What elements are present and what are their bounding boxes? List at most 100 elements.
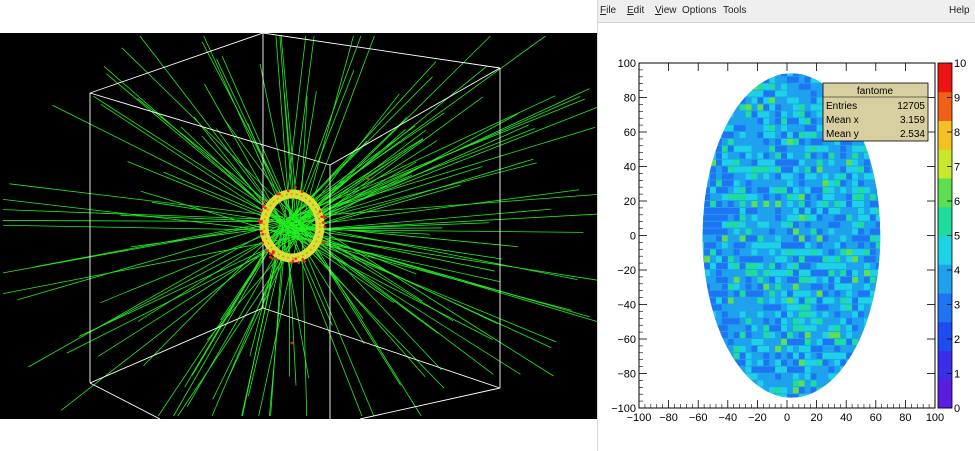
heatmap-cell bbox=[686, 394, 692, 400]
heatmap-cell bbox=[911, 160, 917, 166]
heatmap-cell bbox=[911, 387, 917, 393]
heatmap-cell bbox=[651, 353, 657, 359]
heatmap-cell bbox=[787, 318, 793, 325]
heatmap-cell bbox=[675, 104, 681, 110]
heatmap-cell bbox=[923, 284, 929, 290]
heatmap-cell bbox=[775, 256, 782, 263]
heatmap-cell bbox=[657, 229, 663, 235]
event-display-3d-viewer[interactable] bbox=[0, 33, 603, 419]
heatmap-cell bbox=[816, 339, 823, 345]
frame-edge bbox=[262, 307, 501, 389]
heatmap-cell bbox=[763, 318, 770, 325]
heatmap-cell bbox=[775, 387, 782, 394]
heatmap-cell bbox=[645, 394, 651, 400]
heatmap-cell bbox=[686, 387, 692, 393]
y-tick-label: −40 bbox=[617, 300, 636, 312]
heatmap-cell bbox=[911, 70, 917, 76]
heatmap-cell bbox=[663, 98, 669, 104]
heatmap-cell bbox=[757, 290, 764, 297]
heatmap-cell bbox=[828, 228, 835, 235]
heatmap-cell bbox=[804, 283, 811, 290]
heatmap-cell bbox=[769, 83, 776, 90]
statistics-box[interactable]: fantome Entries 12705 Mean x 3.159 Mean … bbox=[822, 82, 929, 142]
histogram-canvas[interactable]: −100 −80 −60 −40 −20 0 20 40 60 80 100100806040200… bbox=[598, 23, 975, 451]
heatmap-cell bbox=[923, 70, 929, 76]
heatmap-cell bbox=[810, 394, 817, 398]
heatmap-cell bbox=[692, 263, 698, 269]
heatmap-cell bbox=[727, 73, 734, 76]
heatmap-cell bbox=[722, 401, 728, 407]
heatmap-cell bbox=[905, 63, 911, 69]
heatmap-cell bbox=[669, 339, 675, 345]
heatmap-cell bbox=[715, 111, 722, 118]
heatmap-cell bbox=[775, 297, 782, 304]
heatmap-cell bbox=[763, 401, 769, 407]
heatmap-cell bbox=[680, 401, 686, 407]
heatmap-cell bbox=[686, 173, 692, 179]
heatmap-cell bbox=[675, 194, 681, 200]
menu-tools[interactable]: Tools bbox=[723, 5, 747, 16]
heatmap-cell bbox=[905, 394, 911, 400]
heatmap-cell bbox=[775, 325, 782, 332]
heatmap-cell bbox=[899, 318, 905, 324]
heatmap-cell bbox=[675, 84, 681, 90]
heatmap-cell bbox=[651, 311, 657, 317]
heatmap-cell bbox=[929, 305, 935, 311]
heatmap-cell bbox=[733, 97, 740, 104]
heatmap-cell bbox=[852, 283, 859, 290]
heatmap-cell bbox=[888, 263, 894, 269]
event-display-canvas[interactable] bbox=[0, 33, 603, 419]
heatmap-cell bbox=[704, 325, 711, 332]
heatmap-cell bbox=[911, 270, 917, 276]
heatmap-cell bbox=[834, 166, 841, 173]
heatmap-cell bbox=[757, 125, 764, 132]
heatmap-cell bbox=[745, 352, 752, 359]
heatmap-cell bbox=[888, 153, 894, 159]
heatmap-cell bbox=[828, 290, 835, 297]
heatmap-cell bbox=[657, 104, 663, 110]
heatmap-cell bbox=[810, 276, 817, 283]
heatmap-cell bbox=[810, 297, 817, 304]
heatmap-cell bbox=[702, 366, 705, 373]
heatmap-cell bbox=[702, 125, 705, 132]
heatmap-cell bbox=[804, 90, 811, 97]
palette-tick-label: 3 bbox=[954, 300, 960, 312]
heatmap-cell bbox=[669, 160, 675, 166]
heatmap-cell bbox=[846, 235, 853, 242]
heatmap-cell bbox=[704, 159, 711, 166]
heatmap-cell bbox=[792, 325, 799, 332]
heatmap-cell bbox=[804, 221, 811, 228]
heatmap-cell bbox=[757, 304, 764, 311]
heatmap-cell bbox=[787, 401, 793, 407]
heatmap-cell bbox=[739, 394, 746, 398]
menu-help[interactable]: Help bbox=[949, 5, 970, 16]
heatmap-cell bbox=[834, 270, 841, 276]
heatmap-cell bbox=[733, 304, 740, 311]
heatmap-cell bbox=[751, 304, 758, 311]
heatmap-cell bbox=[911, 325, 917, 331]
heatmap-cell bbox=[816, 283, 823, 290]
heatmap-cell bbox=[923, 394, 929, 400]
heatmap-cell bbox=[792, 90, 799, 97]
heatmap-cell bbox=[675, 201, 681, 207]
heatmap-cell bbox=[828, 311, 835, 318]
heatmap-cell bbox=[863, 166, 870, 173]
heatmap-cell bbox=[816, 270, 823, 276]
heatmap-cell bbox=[899, 167, 905, 173]
particle-track bbox=[28, 219, 288, 368]
menu-view[interactable]: View bbox=[655, 5, 677, 16]
heatmap-cell bbox=[769, 345, 776, 352]
heatmap-cell bbox=[739, 152, 746, 159]
menu-options[interactable]: Options bbox=[682, 5, 717, 16]
menu-edit[interactable]: Edit bbox=[627, 5, 644, 16]
palette-tick-label: 7 bbox=[954, 162, 960, 174]
heatmap-cell bbox=[869, 152, 876, 159]
particle-track bbox=[283, 91, 297, 226]
heatmap-cell bbox=[704, 345, 711, 352]
heatmap-cell bbox=[702, 159, 705, 166]
menu-file[interactable]: File bbox=[600, 5, 616, 16]
particle-track bbox=[186, 232, 289, 408]
heatmap-cell bbox=[781, 394, 788, 398]
heatmap-cell bbox=[828, 352, 835, 359]
heatmap-cell bbox=[852, 387, 859, 394]
